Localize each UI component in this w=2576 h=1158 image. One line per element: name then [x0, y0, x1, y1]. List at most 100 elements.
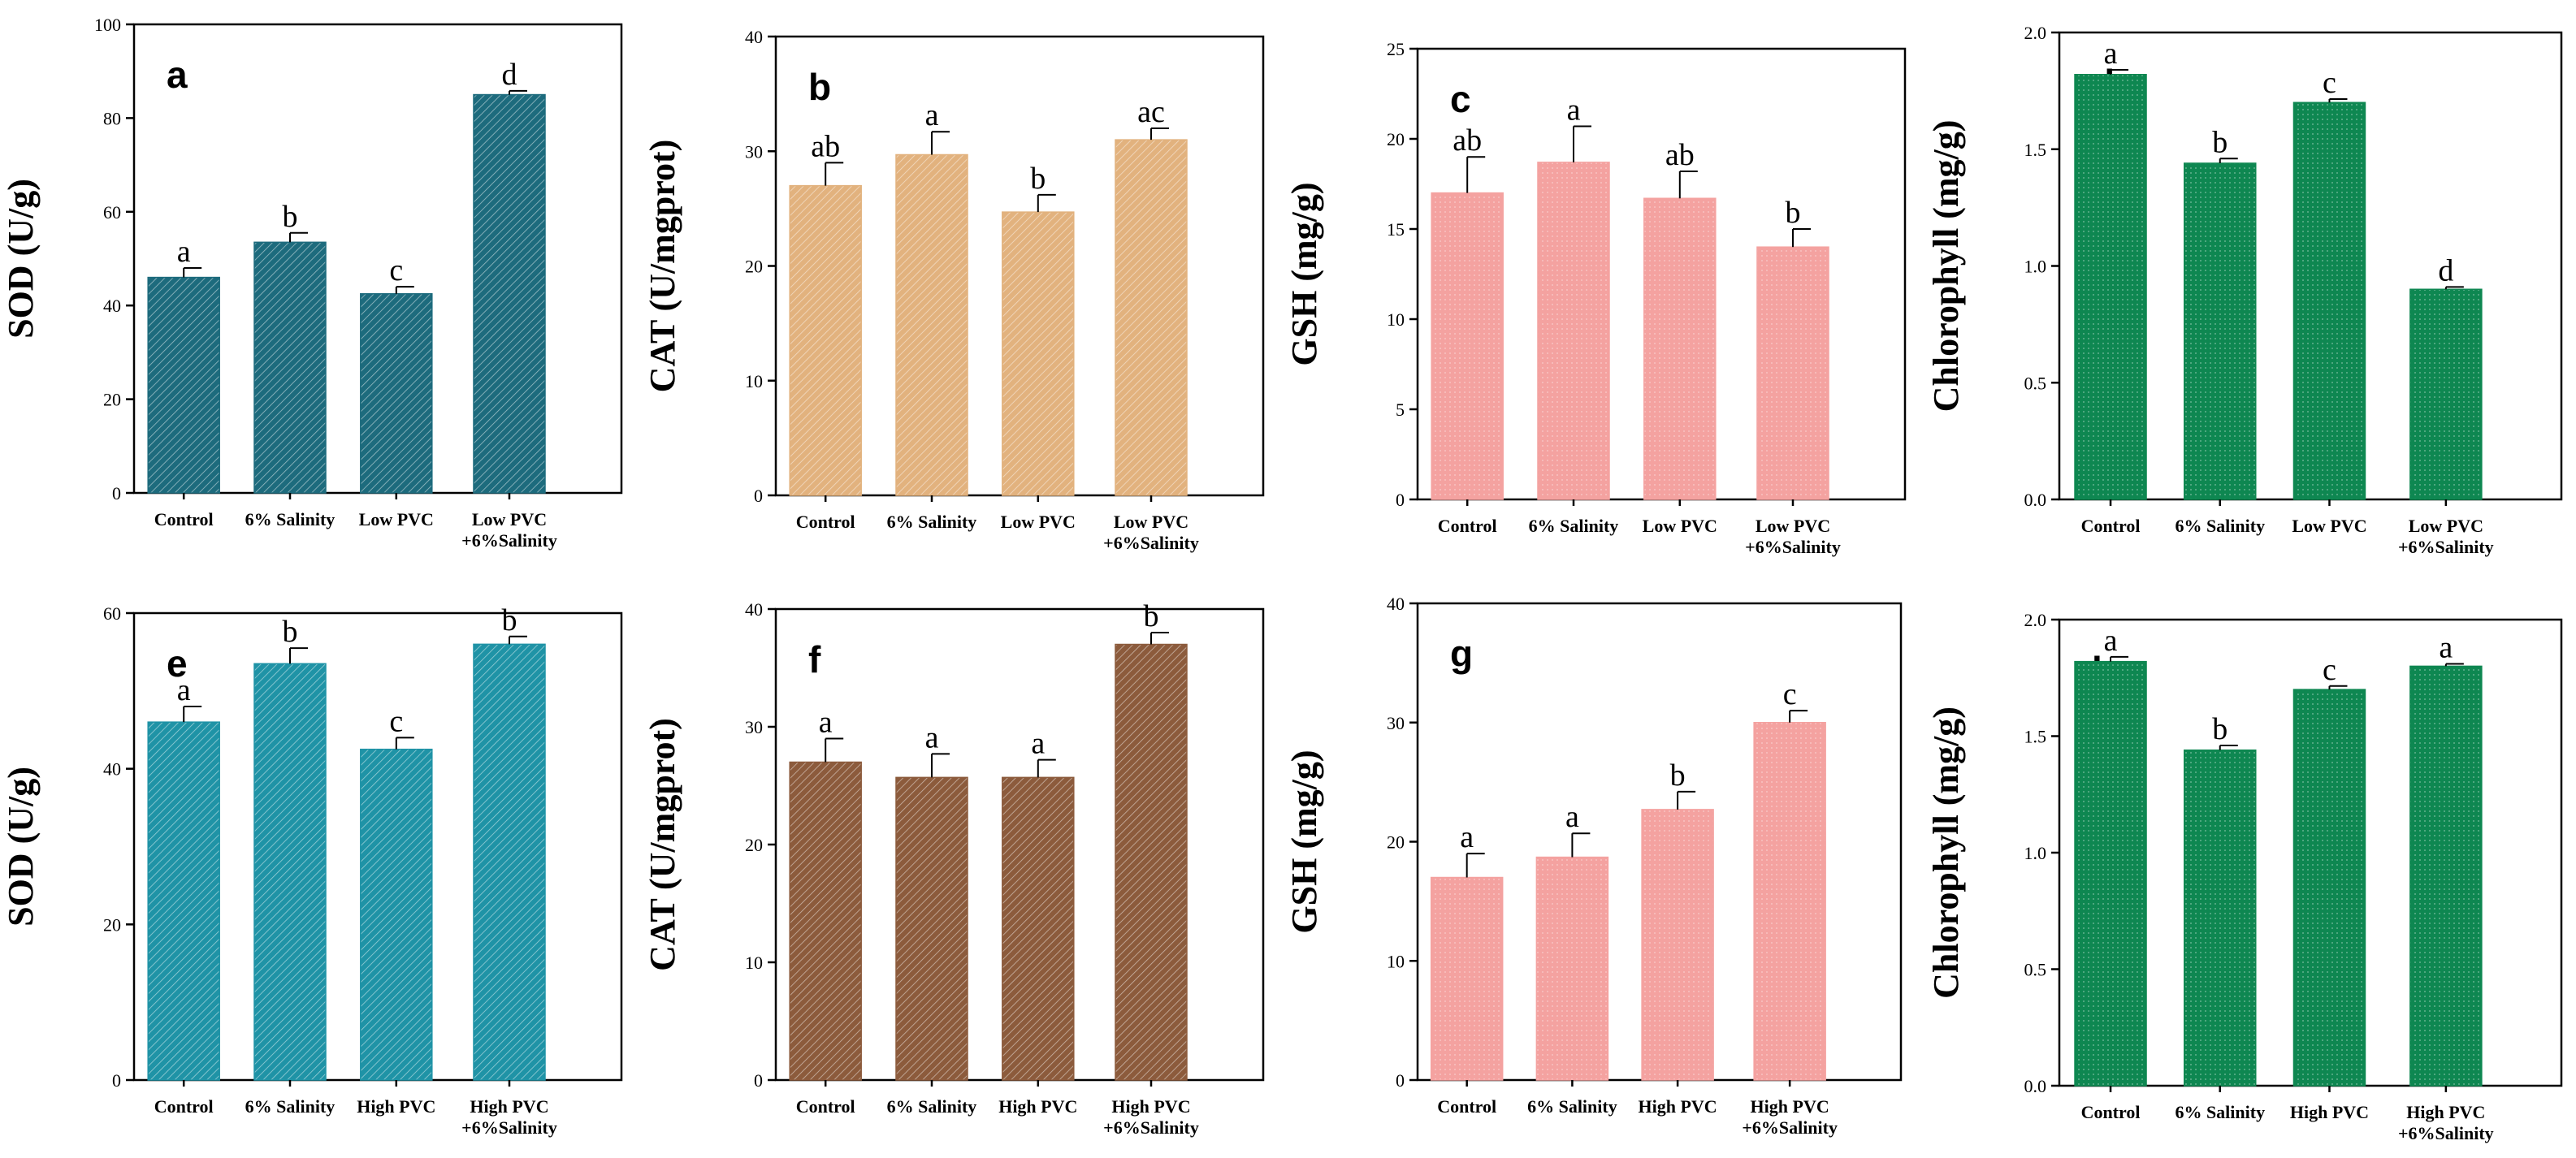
y-tick-label: 0 — [112, 483, 121, 503]
bar-4 — [1115, 139, 1188, 496]
x-tick-label: +6%Salinity — [2398, 537, 2494, 557]
y-tick-label: 0 — [1396, 1070, 1405, 1091]
y-tick-label: 20 — [103, 390, 121, 410]
y-axis-title: CAT (U/mgprot) — [643, 718, 682, 971]
x-tick-label: 6% Salinity — [245, 1096, 336, 1117]
x-tick-label: Control — [154, 1096, 214, 1117]
x-tick-label: 6% Salinity — [2175, 1102, 2265, 1122]
significance-label: c — [2323, 653, 2336, 687]
significance-label: a — [177, 235, 191, 269]
chart-panel-a: 0 20 40 60 80 100 SOD (U/g) a a Control b 6% Salini… — [1, 15, 623, 551]
y-tick-label: 25 — [1387, 39, 1405, 59]
y-tick-label: 1.0 — [2024, 257, 2047, 277]
significance-label: a — [819, 706, 833, 740]
x-tick-label: High PVC — [1111, 1096, 1190, 1117]
x-tick-label: 6% Salinity — [887, 1096, 977, 1117]
significance-label: b — [1144, 599, 1159, 633]
y-tick-label: 20 — [745, 257, 763, 277]
y-tick-label: 80 — [103, 108, 121, 128]
bar-1 — [1430, 876, 1504, 1081]
significance-label: b — [1670, 758, 1686, 793]
y-axis-title: SOD (U/g) — [1, 179, 41, 339]
significance-label: b — [2212, 712, 2227, 746]
y-tick-label: 10 — [745, 953, 763, 973]
bar-4 — [2409, 665, 2483, 1087]
significance-label: c — [389, 704, 403, 738]
significance-label: ac — [1137, 95, 1165, 129]
y-tick-label: 40 — [103, 759, 121, 780]
y-tick-label: 0.0 — [2024, 490, 2047, 510]
significance-label: a — [1031, 727, 1045, 761]
significance-label: b — [1786, 196, 1801, 230]
x-tick-label: Low PVC — [472, 509, 547, 529]
y-tick-label: 2.0 — [2024, 610, 2047, 630]
panel-letter: g — [1450, 633, 1473, 675]
x-tick-label: Low PVC — [1643, 516, 1717, 536]
significance-label: a — [177, 673, 191, 707]
significance-label: ab — [1665, 138, 1695, 172]
bar-4 — [473, 93, 546, 494]
chart-panel-e: 0 20 40 60 SOD (U/g) ea Control b 6% Salinity c Hi… — [1, 603, 623, 1138]
y-tick-label: 30 — [1387, 713, 1405, 733]
y-tick-label: 40 — [745, 27, 763, 47]
x-tick-label: High PVC — [2406, 1102, 2485, 1122]
y-tick-label: 1.5 — [2024, 140, 2047, 160]
chart-panel-g: 0 10 20 30 40 GSH (mg/g) g a Control a 6% Salinity… — [1284, 594, 1903, 1138]
y-axis-title: GSH (mg/g) — [1284, 750, 1324, 933]
bar-1 — [789, 761, 862, 1081]
bar-4 — [1756, 246, 1829, 500]
y-tick-label: 20 — [1387, 832, 1405, 853]
bar-3 — [1643, 197, 1717, 500]
panel-letter: c — [1450, 78, 1471, 120]
y-tick-label: 0 — [1396, 490, 1405, 510]
x-tick-label: Control — [2081, 516, 2141, 536]
significance-label: ab — [1453, 123, 1482, 158]
significance-label: a — [925, 98, 939, 132]
x-tick-label: Control — [1438, 516, 1497, 536]
bar-2 — [253, 663, 327, 1081]
y-axis-title: SOD (U/g) — [1, 767, 41, 927]
significance-label: a — [2104, 624, 2118, 658]
x-tick-label: 6% Salinity — [1527, 1096, 1617, 1117]
y-tick-label: 30 — [745, 141, 763, 162]
bar-2 — [1535, 856, 1609, 1081]
significance-label: d — [2438, 253, 2453, 287]
significance-label: a — [2104, 37, 2118, 71]
significance-label: a — [1565, 800, 1579, 834]
panel-letter: b — [808, 66, 831, 108]
x-tick-label: +6%Salinity — [1745, 537, 1841, 557]
significance-label: b — [2212, 125, 2227, 159]
bar-4 — [1753, 722, 1826, 1081]
y-tick-label: 10 — [745, 371, 763, 391]
bar-4 — [2409, 288, 2483, 500]
y-tick-label: 0 — [112, 1070, 121, 1091]
bar-3 — [1002, 211, 1075, 496]
significance-label: a — [925, 720, 939, 754]
bar-3 — [360, 293, 433, 494]
x-tick-label: +6%Salinity — [461, 1117, 557, 1138]
x-tick-label: 6% Salinity — [2175, 516, 2265, 536]
y-tick-label: 10 — [1387, 951, 1405, 971]
y-tick-label: 0.0 — [2024, 1076, 2047, 1096]
bar-1 — [1431, 192, 1504, 500]
significance-label: b — [502, 603, 517, 637]
bar-1 — [789, 184, 862, 496]
x-tick-label: Low PVC — [359, 509, 434, 529]
y-tick-label: 20 — [103, 914, 121, 935]
y-axis-title: Chlorophyll (mg/g) — [1926, 120, 1966, 413]
panel-letter: f — [808, 638, 821, 681]
y-tick-label: 60 — [103, 202, 121, 223]
y-axis-title: Chlorophyll (mg/g) — [1926, 706, 1966, 999]
chart-panel-b: 0 10 20 30 40 CAT (U/mgprot) b ab Control a 6% Sal… — [643, 27, 1265, 553]
significance-label: d — [502, 58, 517, 92]
x-tick-label: +6%Salinity — [2398, 1123, 2494, 1143]
significance-label: b — [283, 200, 298, 234]
y-tick-label: 1.5 — [2024, 727, 2047, 747]
x-tick-label: +6%Salinity — [1103, 1117, 1199, 1138]
x-tick-label: +6%Salinity — [1742, 1117, 1838, 1138]
bar-4 — [1115, 643, 1188, 1081]
x-tick-label: Control — [796, 1096, 855, 1117]
